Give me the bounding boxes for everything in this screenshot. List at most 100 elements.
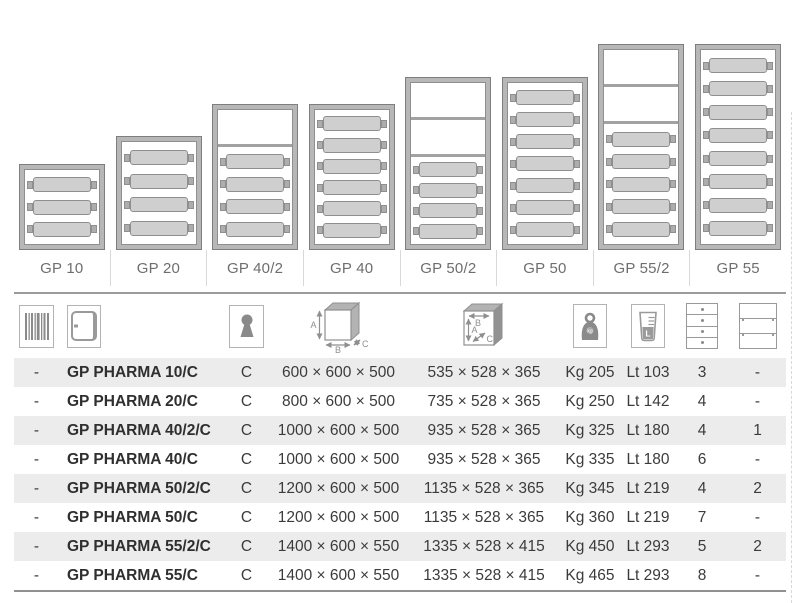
drawer	[129, 173, 188, 189]
drawer	[515, 200, 574, 215]
drawer	[322, 180, 381, 196]
key-icon	[229, 304, 264, 348]
cabinet-slot	[690, 44, 787, 250]
cabinet-illustration	[308, 104, 395, 250]
drawer	[322, 116, 381, 132]
internal-dimensions-cell: 1135 × 528 × 365	[423, 479, 545, 497]
drawer	[226, 221, 285, 237]
drawer	[226, 154, 285, 170]
weight-cell: Kg 335	[565, 450, 615, 468]
drawers-count-cell: 4	[697, 479, 707, 497]
external-dimensions-cell: 1200 × 600 × 500	[277, 479, 400, 497]
drawer	[419, 203, 478, 219]
cabinet-illustration	[694, 44, 781, 250]
model-cell: GP PHARMA 50/C	[67, 508, 198, 526]
drawer	[322, 201, 381, 217]
internal-dimensions-cell: 535 × 528 × 365	[427, 363, 541, 381]
key-cell: C	[240, 363, 253, 381]
drawer	[708, 151, 767, 167]
drawer	[322, 222, 381, 238]
shelves-count-cell: 1	[753, 421, 762, 439]
cabinet-slot	[400, 77, 497, 250]
table-row: - GP PHARMA 55/2/C C 1400 × 600 × 550 13…	[14, 532, 786, 561]
cabinet-label: GP 55/2	[592, 250, 690, 286]
drawers-count-cell: 3	[697, 363, 707, 381]
external-dimensions-cell: 1200 × 600 × 500	[277, 508, 400, 526]
key-cell: C	[240, 421, 253, 439]
cabinet-illustration	[115, 136, 202, 250]
door-icon	[67, 304, 101, 348]
drawer	[612, 176, 671, 192]
cabinet-illustration	[212, 104, 299, 250]
code-cell: -	[33, 392, 40, 410]
shelf-compartment	[604, 50, 679, 87]
drawer-area	[25, 170, 99, 244]
drawer	[515, 156, 574, 171]
cabinet-label: GP 20	[109, 250, 207, 286]
cabinet-illustration	[501, 77, 588, 250]
drawers-count-cell: 5	[697, 537, 707, 555]
cabinet-interior	[506, 82, 583, 245]
internal-dimensions-cell: 935 × 528 × 365	[427, 421, 541, 439]
drawer	[226, 199, 285, 215]
key-cell: C	[240, 392, 253, 410]
cabinet-interior	[603, 49, 680, 245]
drawers-count-cell: 6	[697, 450, 707, 468]
spec-table-body: - GP PHARMA 10/C C 600 × 600 × 500 535 ×…	[14, 358, 786, 590]
drawer	[322, 137, 381, 153]
drawer	[515, 222, 574, 237]
weight-cell: Kg 360	[565, 508, 615, 526]
internal-dimensions-cell: 1335 × 528 × 415	[423, 566, 545, 584]
code-cell: -	[33, 566, 40, 584]
drawer	[419, 182, 478, 198]
external-dimensions-cell: 1400 × 600 × 550	[277, 566, 400, 584]
volume-cell: Lt 180	[626, 421, 670, 439]
external-dimensions-cell: 1000 × 600 × 500	[277, 450, 400, 468]
svg-text:B: B	[335, 345, 341, 353]
cabinet-slot	[304, 104, 401, 250]
model-cell: GP PHARMA 20/C	[67, 392, 198, 410]
weight-cell: Kg 205	[565, 363, 615, 381]
cabinet-label: GP 55	[689, 250, 786, 286]
volume-cell: Lt 219	[626, 479, 670, 497]
svg-text:A: A	[472, 325, 478, 335]
drawer	[708, 220, 767, 236]
code-cell: -	[33, 450, 40, 468]
key-cell: C	[240, 450, 253, 468]
drawer	[129, 150, 188, 166]
cabinet-interior	[24, 169, 101, 245]
shelves-count-cell: -	[754, 363, 761, 381]
cabinet-illustration	[19, 164, 106, 250]
internal-dimensions-cell: 735 × 528 × 365	[427, 392, 541, 410]
drawer	[708, 104, 767, 120]
table-row: - GP PHARMA 50/2/C C 1200 × 600 × 500 11…	[14, 474, 786, 503]
svg-text:A: A	[310, 320, 316, 330]
table-row: - GP PHARMA 55/C C 1400 × 600 × 550 1335…	[14, 561, 786, 590]
external-dimensions-cell: 1000 × 600 × 500	[277, 421, 400, 439]
page-edge-line	[791, 112, 792, 603]
volume-cell: Lt 219	[626, 508, 670, 526]
code-cell: -	[33, 479, 40, 497]
model-cell: GP PHARMA 10/C	[67, 363, 198, 381]
cabinet-illustration	[405, 77, 492, 250]
external-dimensions-cell: 1400 × 600 × 550	[277, 537, 400, 555]
shelves-count-cell: -	[754, 450, 761, 468]
external-dimensions-icon: A B C	[309, 300, 369, 353]
drawer	[226, 176, 285, 192]
cabinet-slot	[593, 44, 690, 250]
shelf-compartment	[604, 87, 679, 124]
drawer	[419, 162, 478, 178]
cabinet-gallery	[14, 0, 786, 250]
drawers-count-cell: 7	[697, 508, 707, 526]
cabinet-label: GP 50	[496, 250, 593, 286]
key-cell: C	[240, 508, 253, 526]
drawer	[515, 178, 574, 193]
cabinet-label: GP 40/2	[206, 250, 303, 286]
drawer-area	[411, 157, 485, 244]
svg-text:C: C	[487, 334, 494, 344]
drawer	[33, 199, 92, 215]
key-cell: C	[240, 537, 253, 555]
drawer	[129, 197, 188, 213]
code-cell: -	[33, 421, 40, 439]
